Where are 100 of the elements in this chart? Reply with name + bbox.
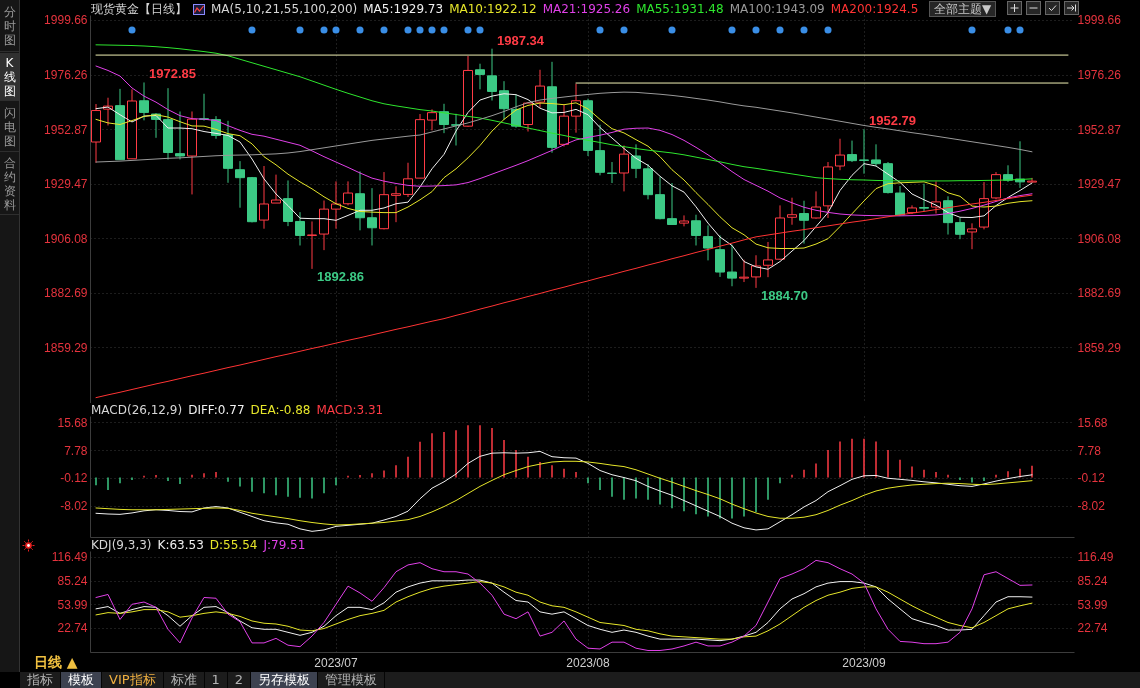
y2-tick-label: 1906.08	[1077, 231, 1122, 246]
candlestick	[763, 241, 773, 278]
text: MA10:1922.12	[449, 2, 537, 16]
candlestick	[727, 244, 737, 287]
y2-tick-label: 7.78	[1077, 443, 1102, 458]
x-tick-label: 2023/07	[314, 655, 359, 670]
annotation: 1987.34	[497, 32, 545, 48]
line-series	[95, 559, 1033, 651]
line-series	[95, 194, 1033, 399]
candlestick	[691, 214, 701, 246]
y2-tick-label: 1952.87	[1077, 122, 1122, 137]
bottom-tab: 模板	[61, 672, 102, 688]
y-tick-label: -0.12	[60, 471, 88, 486]
y-tick-label: 116.49	[51, 550, 88, 565]
chart-title: MACD(26,12,9)	[91, 403, 183, 417]
candlestick	[331, 180, 341, 230]
candlestick	[595, 124, 605, 176]
y-tick-label: 1882.69	[44, 286, 88, 301]
chart-title: 现货黄金【日线】	[91, 2, 187, 16]
bottom-tab: VIP指标	[102, 672, 164, 688]
candlestick	[799, 200, 809, 245]
sidebar-tab: 闪电图	[0, 102, 19, 152]
y2-tick-label: 85.24	[1077, 574, 1108, 589]
text: DIFF:0.77	[188, 403, 245, 417]
text: DEA:-0.88	[250, 403, 311, 417]
legend-title: MA(5,10,21,55,100,200)	[211, 2, 358, 16]
candlestick	[835, 138, 845, 171]
candlestick	[295, 211, 305, 246]
bottom-tab: 标准	[163, 672, 205, 688]
candlestick	[751, 254, 761, 289]
x-tick-label: 2023/09	[842, 655, 887, 670]
candlestick	[919, 183, 929, 212]
y-tick-label: -8.02	[60, 499, 88, 514]
y2-tick-label: -0.12	[1077, 471, 1106, 486]
candlestick	[343, 180, 353, 206]
line-series	[95, 44, 1033, 182]
y2-tick-label: 1976.26	[1077, 68, 1122, 83]
candlestick	[283, 179, 293, 227]
line-series	[95, 460, 1033, 526]
annotation: 1892.86	[317, 268, 364, 284]
y-tick-label: 1952.87	[44, 122, 88, 137]
candlestick	[427, 108, 437, 131]
chart-title: KDJ(9,3,3)	[91, 538, 152, 552]
y2-tick-label: -8.02	[1077, 499, 1106, 514]
candlestick	[175, 110, 185, 160]
candlestick	[367, 187, 377, 246]
x-tick-label: 2023/08	[566, 655, 611, 670]
y2-tick-label: 15.68	[1077, 415, 1108, 430]
text: MA100:1943.09	[729, 2, 825, 16]
candlestick	[439, 103, 449, 134]
text: D:55.54	[209, 538, 258, 552]
candlestick	[499, 80, 509, 121]
candlestick	[655, 176, 665, 220]
candlestick	[895, 185, 905, 217]
y-tick-label: 53.99	[57, 597, 88, 612]
period-selector: 日线 ▲	[34, 655, 78, 670]
candlestick	[607, 161, 617, 184]
annotation: 1884.70	[761, 287, 808, 303]
candlestick	[619, 145, 629, 192]
candlestick	[391, 185, 401, 223]
candlestick	[859, 128, 869, 175]
sidebar-tab: 分时图	[0, 0, 19, 52]
candlestick	[703, 224, 713, 261]
candlestick	[307, 220, 317, 270]
candlestick	[667, 182, 677, 225]
y2-tick-label: 22.74	[1077, 621, 1108, 636]
y2-tick-label: 116.49	[1077, 550, 1114, 565]
line-series	[95, 450, 1033, 532]
candlestick	[475, 63, 485, 90]
candlestick	[871, 143, 881, 167]
candlestick	[451, 113, 461, 146]
y2-tick-label: 53.99	[1077, 597, 1108, 612]
candlestick	[139, 81, 149, 121]
bottom-tab: 另存模板	[251, 672, 319, 688]
candlestick	[787, 197, 797, 226]
candlestick	[487, 48, 497, 102]
candlestick	[271, 174, 281, 204]
y-tick-label: 22.74	[57, 621, 88, 636]
bottom-tab: 管理模板	[318, 672, 386, 688]
candlestick	[259, 165, 269, 230]
candlestick	[847, 140, 857, 163]
candlestick	[955, 217, 965, 240]
text: K:63.53	[157, 538, 204, 552]
y2-tick-label: 1859.29	[1077, 340, 1122, 355]
y2-tick-label: 1882.69	[1077, 286, 1122, 301]
y-tick-label: 1999.66	[44, 13, 88, 28]
candlestick	[403, 162, 413, 198]
text: MA5:1929.73	[363, 2, 444, 16]
sidebar-tab: 合约资料	[0, 153, 19, 215]
annotation: 1972.85	[149, 66, 196, 82]
y-tick-label: 85.24	[57, 574, 88, 589]
sidebar-tab: K线图	[0, 53, 19, 101]
annotation: 1952.79	[869, 113, 916, 129]
text: MACD:3.31	[316, 403, 384, 417]
candlestick	[631, 143, 641, 179]
text: MA55:1931.48	[636, 2, 724, 16]
candlestick	[715, 234, 725, 278]
candlestick	[535, 69, 545, 109]
text: MA21:1925.26	[542, 2, 631, 16]
y2-tick-label: 1999.66	[1077, 13, 1122, 28]
